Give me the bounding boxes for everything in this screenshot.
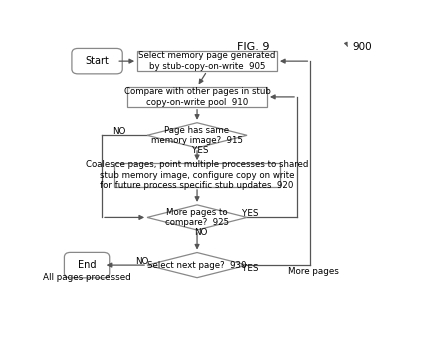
Text: Select next page?  930: Select next page? 930 — [147, 261, 247, 270]
Text: FIG. 9: FIG. 9 — [237, 42, 270, 52]
Text: More pages: More pages — [288, 267, 339, 276]
FancyBboxPatch shape — [137, 51, 277, 71]
Text: YES: YES — [242, 264, 258, 273]
Text: End: End — [78, 260, 96, 270]
Polygon shape — [147, 123, 247, 148]
Text: Compare with other pages in stub
copy-on-write pool  910: Compare with other pages in stub copy-on… — [123, 87, 270, 107]
Text: NO: NO — [194, 228, 207, 237]
FancyBboxPatch shape — [127, 87, 267, 107]
Polygon shape — [147, 252, 247, 278]
Text: All pages processed: All pages processed — [43, 273, 131, 282]
FancyBboxPatch shape — [64, 252, 110, 278]
Text: YES: YES — [192, 146, 209, 155]
FancyBboxPatch shape — [114, 163, 280, 187]
Polygon shape — [147, 205, 247, 230]
Text: Start: Start — [85, 56, 109, 66]
FancyBboxPatch shape — [72, 49, 122, 74]
Text: NO: NO — [112, 127, 126, 136]
Text: Coalesce pages, point multiple processes to shared
stub memory image, configure : Coalesce pages, point multiple processes… — [86, 160, 308, 190]
Text: 900: 900 — [352, 42, 372, 52]
Text: Select memory page generated
by stub-copy-on-write  905: Select memory page generated by stub-cop… — [138, 52, 276, 71]
Text: Page has same
memory image?  915: Page has same memory image? 915 — [151, 126, 243, 145]
Text: More pages to
compare?  925: More pages to compare? 925 — [165, 208, 229, 227]
Text: NO: NO — [135, 257, 149, 266]
Text: YES: YES — [242, 209, 258, 218]
